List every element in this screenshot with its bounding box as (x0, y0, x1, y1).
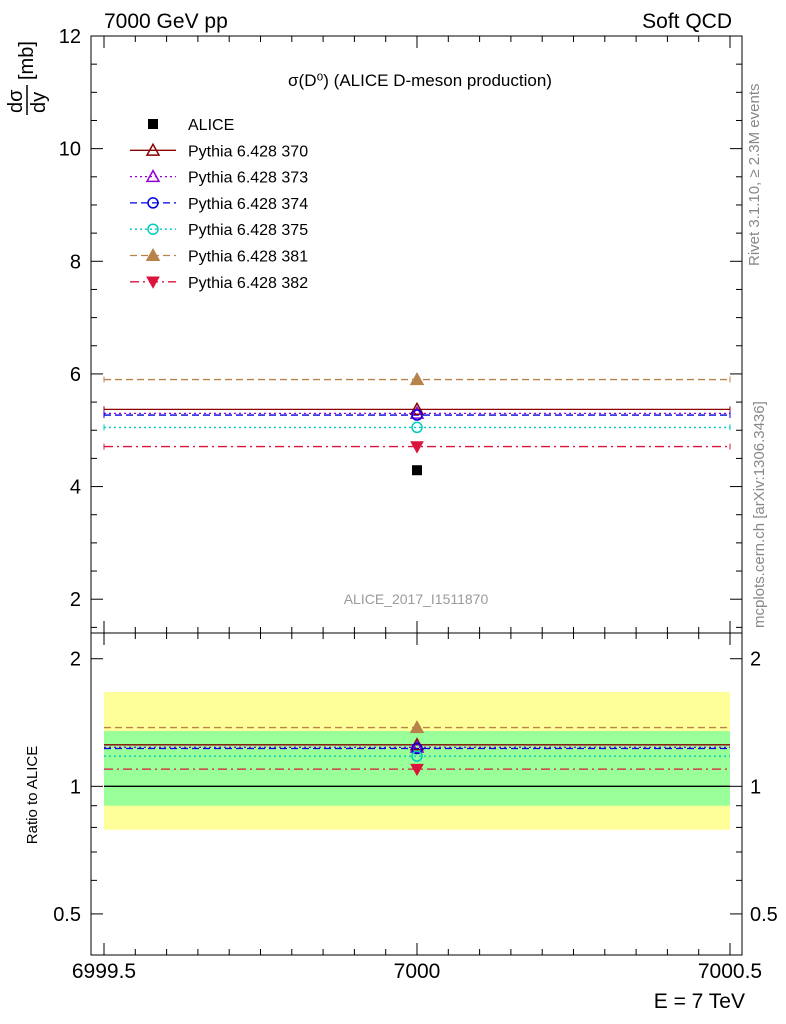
header-right: Soft QCD (642, 10, 732, 33)
y-tick-label: 6 (70, 364, 81, 386)
legend-item-5-marker (145, 247, 161, 262)
series-point-5 (409, 372, 425, 386)
ratio-y-tick-label-right: 2 (750, 649, 761, 671)
series-point-4 (411, 421, 423, 434)
y-tick-label: 10 (59, 139, 81, 161)
legend-item-3-label: Pythia 6.428 374 (188, 196, 308, 213)
x-axis-label: E = 7 TeV (654, 990, 745, 1013)
legend-item-5-label: Pythia 6.428 381 (188, 249, 308, 266)
ratio-y-tick-label-left: 0.5 (53, 904, 81, 926)
legend-item-1-label: Pythia 6.428 370 (188, 143, 308, 160)
ylabel-numerator: dσ (5, 89, 27, 113)
x-tick-label: 7000 (394, 960, 441, 983)
ylabel-denominator: dy (28, 92, 50, 113)
ratio-point-4 (411, 750, 423, 762)
series-point-1 (409, 401, 425, 415)
watermark: ALICE_2017_I1511870 (344, 591, 489, 607)
mcplots-label: mcplots.cern.ch [arXiv:1306.3436] (751, 401, 768, 628)
y-tick-label: 8 (70, 251, 81, 273)
x-tick-label: 7000.5 (698, 960, 762, 983)
legend: ALICE Pythia 6.428 370 Pythia 6.428 373 Pyt… (130, 117, 308, 292)
legend-item-1-marker (145, 142, 161, 156)
ratio-y-tick-label-left: 1 (70, 776, 81, 798)
ratio-point-5 (409, 720, 425, 734)
data-point-alice (412, 465, 422, 476)
ratio-point-3 (411, 742, 423, 755)
header-left: 7000 GeV pp (104, 10, 228, 33)
ratio-panel: 0.5 0.5 1 1 2 2 6999.5 7000 7000.5 Ratio to ALI… (24, 632, 778, 1013)
legend-item-2-marker (145, 169, 161, 183)
main-panel: 2 4 6 8 10 12 σ(D⁰) (ALICE D-meson production… (5, 26, 743, 634)
legend-item-2-label: Pythia 6.428 373 (188, 170, 308, 187)
y-tick-label: 2 (70, 589, 81, 611)
ratio-y-tick-label-right: 1 (750, 776, 761, 798)
y-tick-label: 4 (70, 477, 81, 499)
legend-item-3-marker (147, 197, 159, 209)
legend-item-alice-label: ALICE (188, 117, 234, 134)
ratio-point-2 (409, 739, 425, 753)
legend-item-alice-marker (148, 119, 158, 129)
ratio-point-6 (410, 763, 424, 777)
ratio-y-tick-label-left: 2 (70, 649, 81, 671)
x-tick-label: 6999.5 (72, 960, 136, 983)
ratio-y-tick-label-right: 0.5 (750, 904, 778, 926)
legend-item-6-marker (146, 276, 160, 289)
series-point-2 (409, 405, 425, 419)
main-ylabel: dσ dy [mb] (5, 41, 50, 115)
legend-item-4-marker (147, 223, 159, 235)
legend-item-6-label: Pythia 6.428 382 (188, 275, 308, 292)
legend-item-4-label: Pythia 6.428 375 (188, 222, 308, 239)
series-point-6 (410, 441, 424, 454)
ylabel-unit: [mb] (16, 41, 38, 80)
main-title: σ(D⁰) (ALICE D-meson production) (288, 71, 552, 90)
rivet-label: Rivet 3.1.10, ≥ 2.3M events (746, 84, 763, 267)
y-tick-label: 12 (59, 26, 81, 48)
series-point-3 (411, 409, 423, 421)
ratio-ylabel: Ratio to ALICE (24, 746, 41, 844)
